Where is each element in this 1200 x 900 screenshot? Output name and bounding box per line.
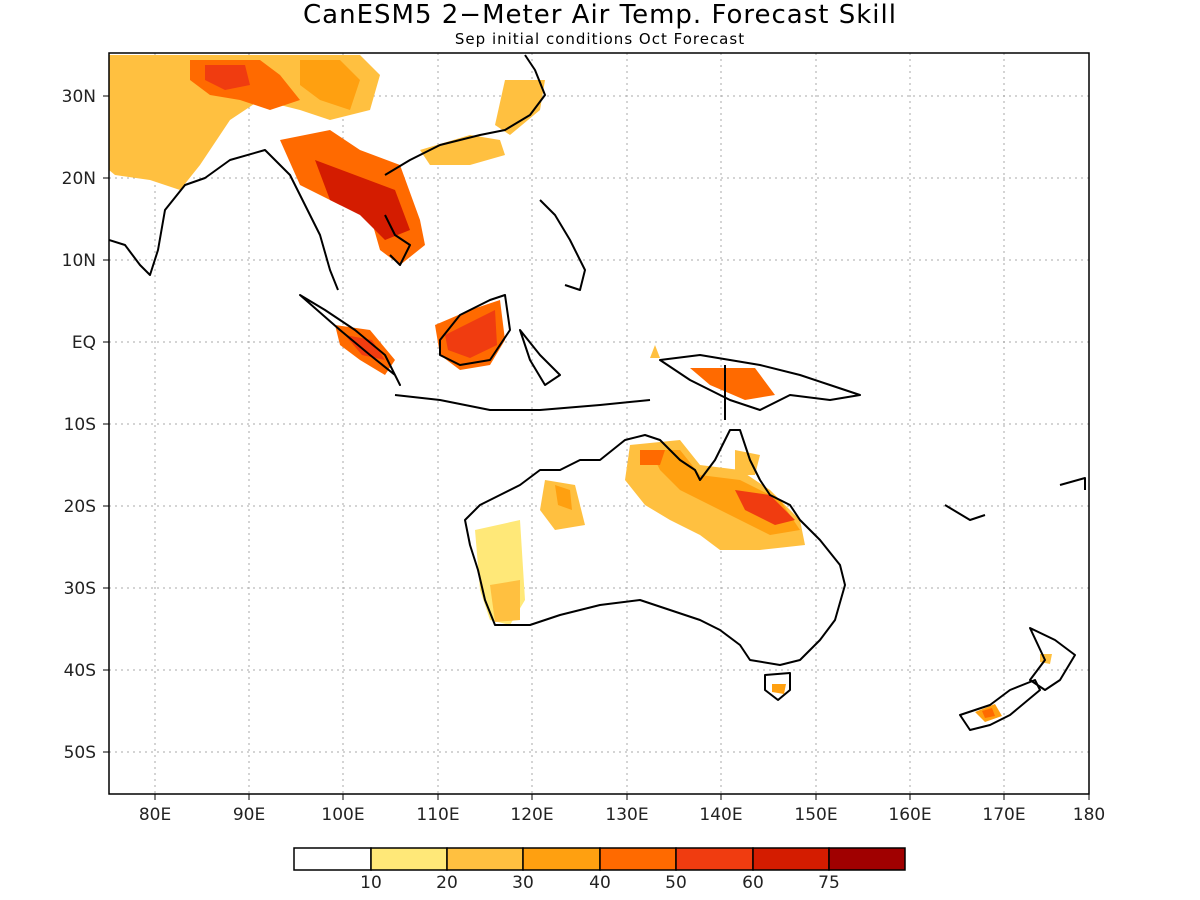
lon-label: 110E [416, 805, 459, 825]
colorbar: 10 20 30 40 50 60 75 [293, 847, 906, 893]
plot-frame [108, 52, 1090, 795]
skill-shading [109, 55, 1052, 722]
colorbar-label: 30 [512, 873, 534, 893]
colorbar-label: 20 [436, 873, 458, 893]
colorbar-label: 75 [818, 873, 840, 893]
colorbar-label: 40 [589, 873, 611, 893]
lat-label: 20N [62, 169, 96, 189]
lon-label: 90E [233, 805, 265, 825]
lat-label: 30S [64, 579, 96, 599]
colorbar-swatch [828, 847, 906, 871]
lon-label: 130E [605, 805, 648, 825]
lon-labels: 80E 90E 100E 110E 120E 130E 140E 150E 16… [139, 805, 1105, 825]
lat-label: 20S [64, 497, 96, 517]
colorbar-label: 60 [742, 873, 764, 893]
lon-label: 140E [699, 805, 742, 825]
map-subtitle: Sep initial conditions Oct Forecast [454, 30, 746, 48]
lon-label: 150E [794, 805, 837, 825]
lon-label: 160E [888, 805, 931, 825]
colorbar-swatch [293, 847, 372, 871]
lat-label: 40S [64, 661, 96, 681]
gridlines [109, 53, 1089, 794]
colorbar-swatch [675, 847, 754, 871]
colorbar-swatch [522, 847, 601, 871]
lat-label: EQ [72, 333, 96, 353]
colorbar-label: 10 [360, 873, 382, 893]
coastlines [109, 54, 1086, 731]
tick-marks [103, 95, 1090, 800]
colorbar-swatch [752, 847, 830, 871]
lat-labels: 30N 20N 10N EQ 10S 20S 30S 40S 50S [62, 87, 96, 763]
lat-label: 10S [64, 415, 96, 435]
lat-label: 30N [62, 87, 96, 107]
lat-label: 10N [62, 251, 96, 271]
map-title: CanESM5 2−Meter Air Temp. Forecast Skill [303, 0, 897, 30]
colorbar-swatch [599, 847, 677, 871]
lon-label: 80E [139, 805, 171, 825]
lon-label: 170E [982, 805, 1025, 825]
colorbar-swatch [370, 847, 448, 871]
lat-label: 50S [64, 743, 96, 763]
lon-label: 100E [321, 805, 364, 825]
lon-label: 180 [1073, 805, 1105, 825]
colorbar-swatch [446, 847, 524, 871]
colorbar-label: 50 [665, 873, 687, 893]
lon-label: 120E [510, 805, 553, 825]
